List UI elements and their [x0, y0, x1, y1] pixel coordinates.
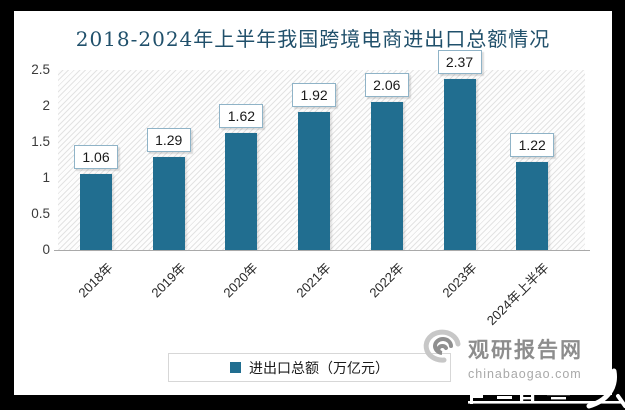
y-tick-label: 1.5 [31, 134, 50, 149]
bar-value-label: 1.62 [219, 104, 264, 129]
watermark-swirl-logo-icon [423, 329, 461, 363]
x-tick-label: 2022年 [366, 260, 407, 301]
bar-2024年上半年 [516, 162, 549, 250]
bar-2021年 [298, 111, 331, 250]
x-tick-label: 2023年 [438, 260, 480, 301]
x-tick-label: 2019年 [148, 260, 189, 301]
bar-2018年 [80, 173, 112, 250]
watermark-text-block: 观研报告网 chinabaogao.com [468, 324, 583, 381]
x-tick-label: 2021年 [293, 260, 334, 301]
watermark: 观研报告网 chinabaogao.com [422, 324, 583, 381]
x-tick-label: 2024年上半年 [484, 260, 552, 328]
chart-title: 2018-2024年上半年我国跨境电商进出口总额情况 [75, 27, 551, 51]
legend-color-swatch-icon [230, 362, 241, 373]
legend: 进出口总额（万亿元） [168, 353, 451, 382]
bar-2019年 [152, 157, 185, 250]
bar-value-label: 2.06 [364, 72, 409, 97]
watermark-site-name: 观研报告网 [468, 339, 583, 362]
y-tick-label: 2 [42, 98, 50, 113]
legend-label: 进出口总额（万亿元） [249, 359, 389, 376]
y-tick-label: 1 [42, 170, 50, 185]
bar-value-label: 1.22 [510, 133, 555, 158]
bar-value-label: 1.29 [146, 128, 191, 153]
x-axis-line [54, 250, 590, 251]
y-tick-label: 2.5 [31, 62, 50, 77]
chart-panel: 2018-2024年上半年我国跨境电商进出口总额情况 0 0.5 1 1.5 2 2.5 … [14, 11, 612, 395]
x-tick-label: 2020年 [220, 260, 262, 301]
bar-value-label: 1.06 [74, 144, 118, 169]
bar-2023年 [443, 79, 476, 250]
bar-value-label: 1.92 [292, 82, 337, 107]
watermark-site-url: chinabaogao.com [468, 367, 582, 381]
bar-value-label: 2.37 [437, 50, 482, 75]
y-tick-label: 0 [42, 242, 50, 257]
y-tick-label: 0.5 [31, 206, 50, 221]
bar-2022年 [370, 101, 403, 250]
bar-2020年 [225, 133, 258, 250]
x-tick-label: 2018年 [75, 260, 116, 301]
